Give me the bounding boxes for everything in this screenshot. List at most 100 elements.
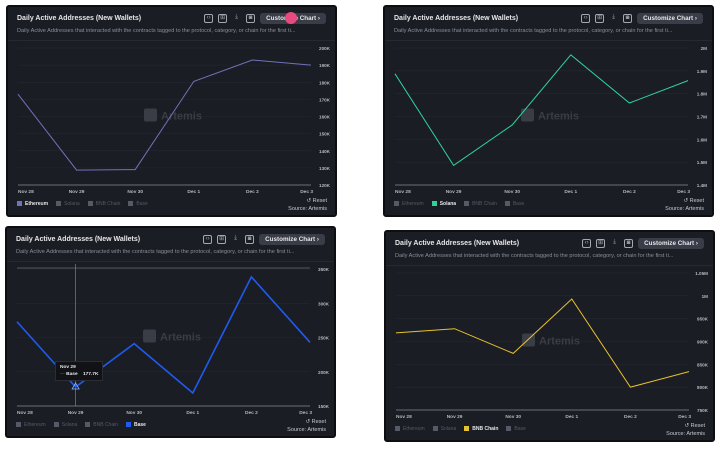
- legend-item[interactable]: Ethereum: [394, 201, 424, 207]
- artemis-logo-icon: [521, 108, 534, 122]
- legend-item[interactable]: Base: [128, 201, 148, 207]
- legend: Ethereum Solana BNB Chain Base: [395, 426, 526, 432]
- table-icon[interactable]: ⊞: [217, 235, 227, 244]
- legend-swatch: [16, 422, 21, 427]
- y-tick-label: 300K: [318, 301, 330, 306]
- y-tick-label: 1.9M: [697, 69, 707, 74]
- x-tick-label: Dec 3: [299, 410, 312, 416]
- download-icon[interactable]: ⤓: [612, 14, 615, 20]
- y-tick-label: 350K: [318, 267, 330, 272]
- y-tick-label: 1.05M: [695, 271, 708, 276]
- y-tick-label: 120K: [319, 183, 331, 188]
- legend-item[interactable]: BNB Chain: [85, 422, 118, 428]
- y-tick-label: 1.6M: [697, 137, 707, 142]
- legend-swatch: [53, 422, 59, 427]
- camera-icon[interactable]: ◙: [246, 14, 256, 23]
- customize-chart-button[interactable]: Customize Chart ›: [259, 234, 325, 245]
- customize-chart-button[interactable]: Customize Chart ›: [637, 13, 703, 24]
- embed-icon[interactable]: ‹›: [582, 239, 592, 248]
- embed-icon[interactable]: ‹›: [581, 14, 591, 23]
- chart-title: Daily Active Addresses (New Wallets): [17, 15, 142, 22]
- legend: Ethereum Solana BNB Chain Base: [16, 422, 146, 428]
- chart-panel-bnb-chain: Daily Active Addresses (New Wallets) ‹› ⊞…: [384, 230, 715, 442]
- legend-item[interactable]: Base: [504, 201, 524, 207]
- legend-item[interactable]: Solana: [431, 201, 456, 207]
- cursor-indicator: [285, 12, 297, 24]
- x-tick-label: Nov 28: [18, 189, 34, 195]
- legend-swatch: [431, 201, 437, 206]
- y-tick-label: 160K: [319, 115, 331, 120]
- y-tick-label: 1.7M: [697, 115, 707, 120]
- customize-chart-button[interactable]: Customize Chart ›: [638, 238, 704, 249]
- legend-item[interactable]: BNB Chain: [464, 426, 498, 432]
- watermark: Artemis: [538, 111, 579, 123]
- legend-item[interactable]: Solana: [56, 201, 80, 207]
- legend-item[interactable]: BNB Chain: [87, 201, 120, 207]
- chart-subtitle: Daily Active Addresses that interacted w…: [394, 28, 673, 34]
- reset-button[interactable]: ↺ Reset: [683, 198, 704, 204]
- chart-svg: 750K 800K 850K 900K 950K 1M 1.05M Nov 28 Nov 29 N…: [395, 271, 709, 420]
- y-tick-label: 1.5M: [697, 160, 707, 165]
- legend-swatch: [432, 426, 438, 431]
- divider: [8, 40, 335, 41]
- y-tick-label: 140K: [319, 149, 331, 154]
- legend-item[interactable]: BNB Chain: [464, 201, 497, 207]
- customize-label: Customize Chart: [643, 15, 694, 22]
- legend-swatch: [506, 426, 512, 431]
- x-tick-label: Nov 29: [446, 189, 462, 195]
- legend-swatch: [504, 201, 510, 206]
- x-tick-label: Dec 2: [623, 189, 636, 195]
- y-tick-label: 150K: [318, 404, 330, 409]
- legend-item[interactable]: Ethereum: [17, 201, 48, 207]
- legend-swatch: [128, 201, 134, 206]
- chart-svg: 120K 130K 140K 150K 160K 170K 180K 190K 200K Nov …: [17, 46, 331, 195]
- legend: Ethereum Solana BNB Chain Base: [394, 201, 524, 207]
- camera-icon[interactable]: ◙: [624, 239, 634, 248]
- x-tick-label: Dec 1: [186, 410, 199, 416]
- table-icon[interactable]: ⊞: [218, 14, 228, 23]
- download-icon[interactable]: ⤓: [235, 14, 238, 20]
- series-line: [17, 59, 312, 171]
- x-tick-label: Dec 2: [624, 414, 637, 420]
- watermark: Artemis: [161, 111, 202, 123]
- reset-button[interactable]: ↺ Reset: [684, 423, 705, 429]
- source-label: Source: Artemis: [665, 206, 704, 212]
- reset-button[interactable]: ↺ Reset: [305, 419, 326, 425]
- x-tick-label: Nov 29: [69, 189, 85, 195]
- legend-item[interactable]: Base: [506, 426, 526, 432]
- customize-label: Customize Chart: [265, 236, 316, 243]
- legend-item[interactable]: Solana: [432, 426, 456, 432]
- y-tick-label: 950K: [697, 317, 709, 322]
- y-tick-label: 250K: [318, 336, 330, 341]
- table-icon[interactable]: ⊞: [595, 14, 605, 23]
- y-tick-label: 750K: [697, 408, 709, 413]
- table-icon[interactable]: ⊞: [596, 239, 606, 248]
- legend-item[interactable]: Ethereum: [395, 426, 425, 432]
- camera-icon[interactable]: ◙: [623, 14, 633, 23]
- chart-title: Daily Active Addresses (New Wallets): [16, 236, 141, 243]
- x-tick-label: Nov 30: [505, 414, 521, 420]
- x-tick-label: Nov 28: [17, 410, 33, 416]
- download-icon[interactable]: ⤓: [234, 235, 237, 241]
- embed-icon[interactable]: ‹›: [204, 14, 214, 23]
- source-label: Source: Artemis: [287, 427, 326, 433]
- y-tick-label: 1M: [702, 294, 709, 299]
- divider: [386, 265, 713, 266]
- x-tick-label: Dec 3: [300, 189, 313, 195]
- camera-icon[interactable]: ◙: [245, 235, 255, 244]
- series-line: [395, 298, 690, 388]
- embed-icon[interactable]: ‹›: [203, 235, 213, 244]
- legend-item[interactable]: Solana: [53, 422, 77, 428]
- legend-swatch: [126, 422, 131, 427]
- x-tick-label: Dec 1: [187, 189, 200, 195]
- legend-item[interactable]: Ethereum: [16, 422, 46, 428]
- source-label: Source: Artemis: [666, 431, 705, 437]
- divider: [385, 40, 712, 41]
- chart-subtitle: Daily Active Addresses that interacted w…: [16, 249, 295, 255]
- tooltip-value: 177.7K: [82, 372, 99, 377]
- tooltip-series: Base: [66, 372, 78, 377]
- reset-button[interactable]: ↺ Reset: [306, 198, 327, 204]
- divider: [7, 261, 334, 262]
- legend-item[interactable]: Base: [126, 422, 146, 428]
- download-icon[interactable]: ⤓: [613, 239, 616, 245]
